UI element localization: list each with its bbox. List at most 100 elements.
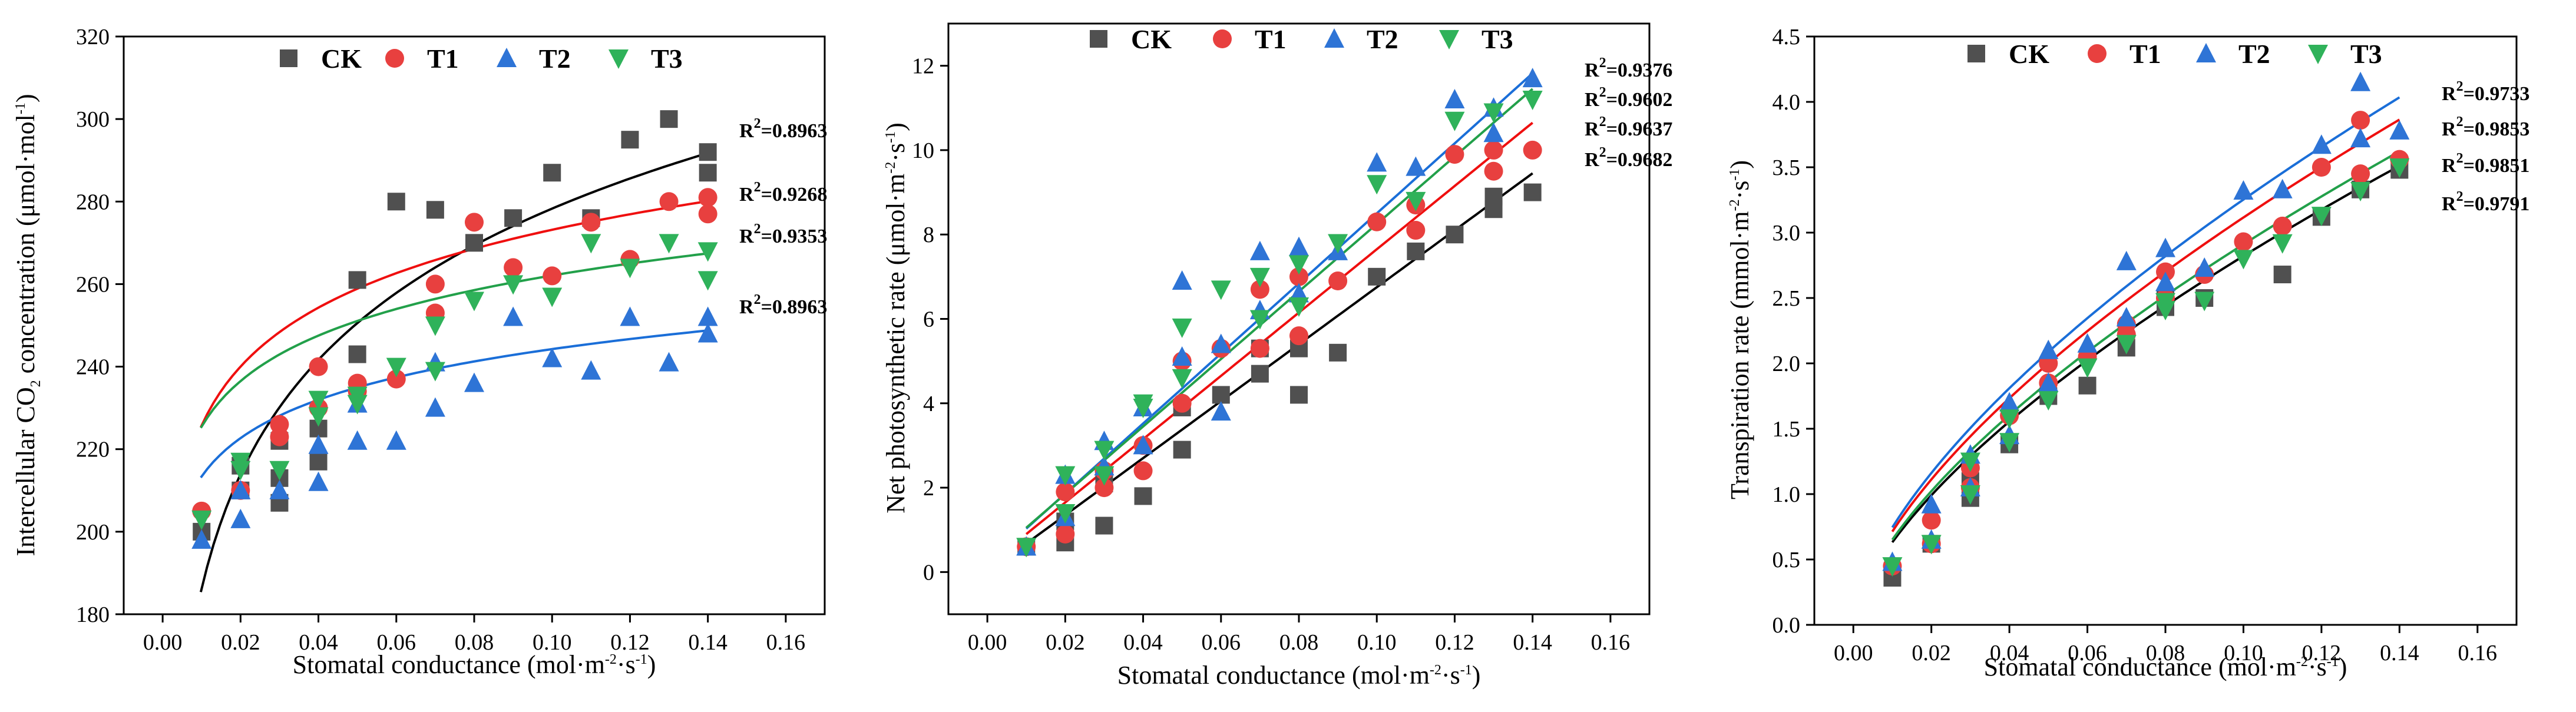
data-point-t1 bbox=[1406, 221, 1426, 240]
data-point-ck bbox=[504, 209, 523, 227]
data-point-t2 bbox=[1444, 88, 1465, 108]
y-axis-label: Intercellular CO2 concentration (μmol·mo… bbox=[11, 94, 44, 556]
data-point-t3 bbox=[1133, 398, 1153, 418]
data-point-t2 bbox=[2116, 250, 2137, 270]
legend-label-t3: T3 bbox=[2350, 39, 2382, 69]
y-tick-label: 1.0 bbox=[1773, 482, 1801, 507]
data-point-t1 bbox=[1289, 326, 1308, 346]
x-tick-label: 0.12 bbox=[2302, 641, 2342, 665]
data-point-t3 bbox=[1289, 297, 1309, 317]
data-point-t1 bbox=[504, 258, 523, 277]
legend-marker-t1 bbox=[1213, 29, 1232, 48]
data-point-t3 bbox=[308, 407, 329, 427]
data-point-ck bbox=[1173, 441, 1191, 459]
x-tick-label: 0.00 bbox=[968, 630, 1007, 655]
data-point-ck bbox=[2273, 266, 2291, 284]
plot-frame bbox=[947, 22, 1651, 615]
y-tick-label: 2 bbox=[923, 476, 934, 501]
data-point-ck bbox=[543, 164, 561, 182]
data-point-t3 bbox=[308, 390, 329, 410]
data-point-ck bbox=[1407, 242, 1425, 260]
data-point-t2 bbox=[1406, 156, 1426, 176]
data-point-t2 bbox=[2038, 372, 2059, 392]
data-point-t1 bbox=[1250, 280, 1269, 299]
y-tick-label: 4 bbox=[923, 392, 934, 416]
legend-marker-t2 bbox=[2196, 43, 2216, 62]
data-point-t3 bbox=[503, 275, 524, 295]
data-point-t2 bbox=[1249, 240, 1270, 260]
data-point-ck bbox=[1212, 386, 1230, 404]
data-point-t3 bbox=[1094, 466, 1115, 486]
data-point-ck bbox=[699, 143, 717, 161]
data-point-t1 bbox=[1172, 393, 1192, 413]
data-point-t3 bbox=[1094, 441, 1115, 461]
data-point-t2 bbox=[269, 479, 290, 499]
data-point-t1 bbox=[698, 188, 717, 207]
data-point-t2 bbox=[464, 372, 484, 392]
legend-marker-t3 bbox=[2308, 45, 2328, 64]
data-point-t2 bbox=[697, 323, 718, 343]
legend-label-ck: CK bbox=[2009, 39, 2049, 69]
y-tick-label: 180 bbox=[76, 602, 110, 627]
fit-curve-t3 bbox=[1025, 88, 1534, 529]
data-point-t1 bbox=[425, 274, 445, 294]
data-point-t2 bbox=[2155, 237, 2175, 257]
data-point-t2 bbox=[386, 430, 406, 450]
data-point-t2 bbox=[581, 360, 601, 380]
data-point-t2 bbox=[2272, 178, 2293, 198]
fit-curve-ck bbox=[199, 151, 709, 592]
data-point-t1 bbox=[1484, 161, 1503, 181]
data-point-t1 bbox=[1133, 461, 1153, 481]
data-point-t3 bbox=[1367, 175, 1387, 195]
x-tick-label: 0.10 bbox=[1357, 630, 1397, 655]
data-point-t3 bbox=[1999, 409, 2020, 429]
x-tick-label: 0.04 bbox=[1123, 630, 1163, 655]
fit-curve-t3 bbox=[200, 252, 708, 429]
r2-annotation: R2=0.8963 bbox=[739, 292, 827, 318]
data-point-t2 bbox=[1289, 236, 1309, 256]
x-tick-label: 0.14 bbox=[1513, 630, 1552, 655]
data-point-t2 bbox=[2116, 307, 2137, 327]
data-point-t3 bbox=[1249, 310, 1270, 330]
chart-panel-tr: 0.00 0.02 0.04 0.06 0.08 0.10 0.12 0.14 0.16 0.0 0… bbox=[1725, 25, 2529, 681]
legend-label-t1: T1 bbox=[1255, 24, 1287, 54]
y-tick-label: 2.5 bbox=[1773, 286, 1801, 311]
data-point-t1 bbox=[2312, 158, 2331, 177]
r2-annotation: R2=0.8963 bbox=[739, 116, 827, 142]
x-tick-label: 0.12 bbox=[1435, 630, 1474, 655]
r2-annotation: R2=0.9682 bbox=[1585, 145, 1672, 171]
data-point-t1 bbox=[1094, 478, 1114, 498]
data-point-ck bbox=[465, 234, 483, 252]
x-tick-label: 0.12 bbox=[610, 630, 650, 655]
data-point-t2 bbox=[2038, 339, 2059, 359]
data-point-ck bbox=[2078, 376, 2096, 395]
data-point-t1 bbox=[309, 357, 328, 376]
data-point-t2 bbox=[697, 306, 718, 326]
data-point-t2 bbox=[1172, 270, 1192, 290]
y-tick-label: 0.0 bbox=[1773, 613, 1801, 638]
data-point-ck bbox=[1523, 183, 1542, 201]
data-point-t3 bbox=[2389, 158, 2410, 178]
data-point-t3 bbox=[1444, 111, 1465, 131]
r2-annotation: R2=0.9637 bbox=[1585, 114, 1672, 140]
legend-label-t2: T2 bbox=[2238, 39, 2270, 69]
data-point-t2 bbox=[1483, 122, 1504, 143]
y-tick-label: 1.5 bbox=[1773, 417, 1801, 442]
legend-label-t3: T3 bbox=[651, 44, 683, 74]
r2-annotation: R2=0.9791 bbox=[2442, 189, 2529, 215]
data-point-t1 bbox=[2234, 232, 2253, 251]
data-point-t3 bbox=[2311, 207, 2332, 227]
y-tick-label: 8 bbox=[923, 223, 934, 247]
r2-annotation: R2=0.9353 bbox=[739, 221, 827, 247]
data-point-ck bbox=[348, 271, 366, 289]
chart-panel-ci: 0.00 0.02 0.04 0.06 0.08 0.10 0.12 0.14 0.16 180 2… bbox=[11, 25, 827, 679]
x-tick-label: 0.00 bbox=[1834, 641, 1873, 665]
data-point-t2 bbox=[230, 508, 251, 528]
y-tick-label: 320 bbox=[76, 25, 110, 49]
data-point-t3 bbox=[347, 386, 368, 406]
data-point-ck bbox=[1484, 187, 1503, 206]
data-point-t3 bbox=[542, 287, 563, 307]
x-tick-label: 0.14 bbox=[688, 630, 728, 655]
data-point-t2 bbox=[620, 306, 640, 326]
y-tick-label: 200 bbox=[76, 520, 110, 545]
